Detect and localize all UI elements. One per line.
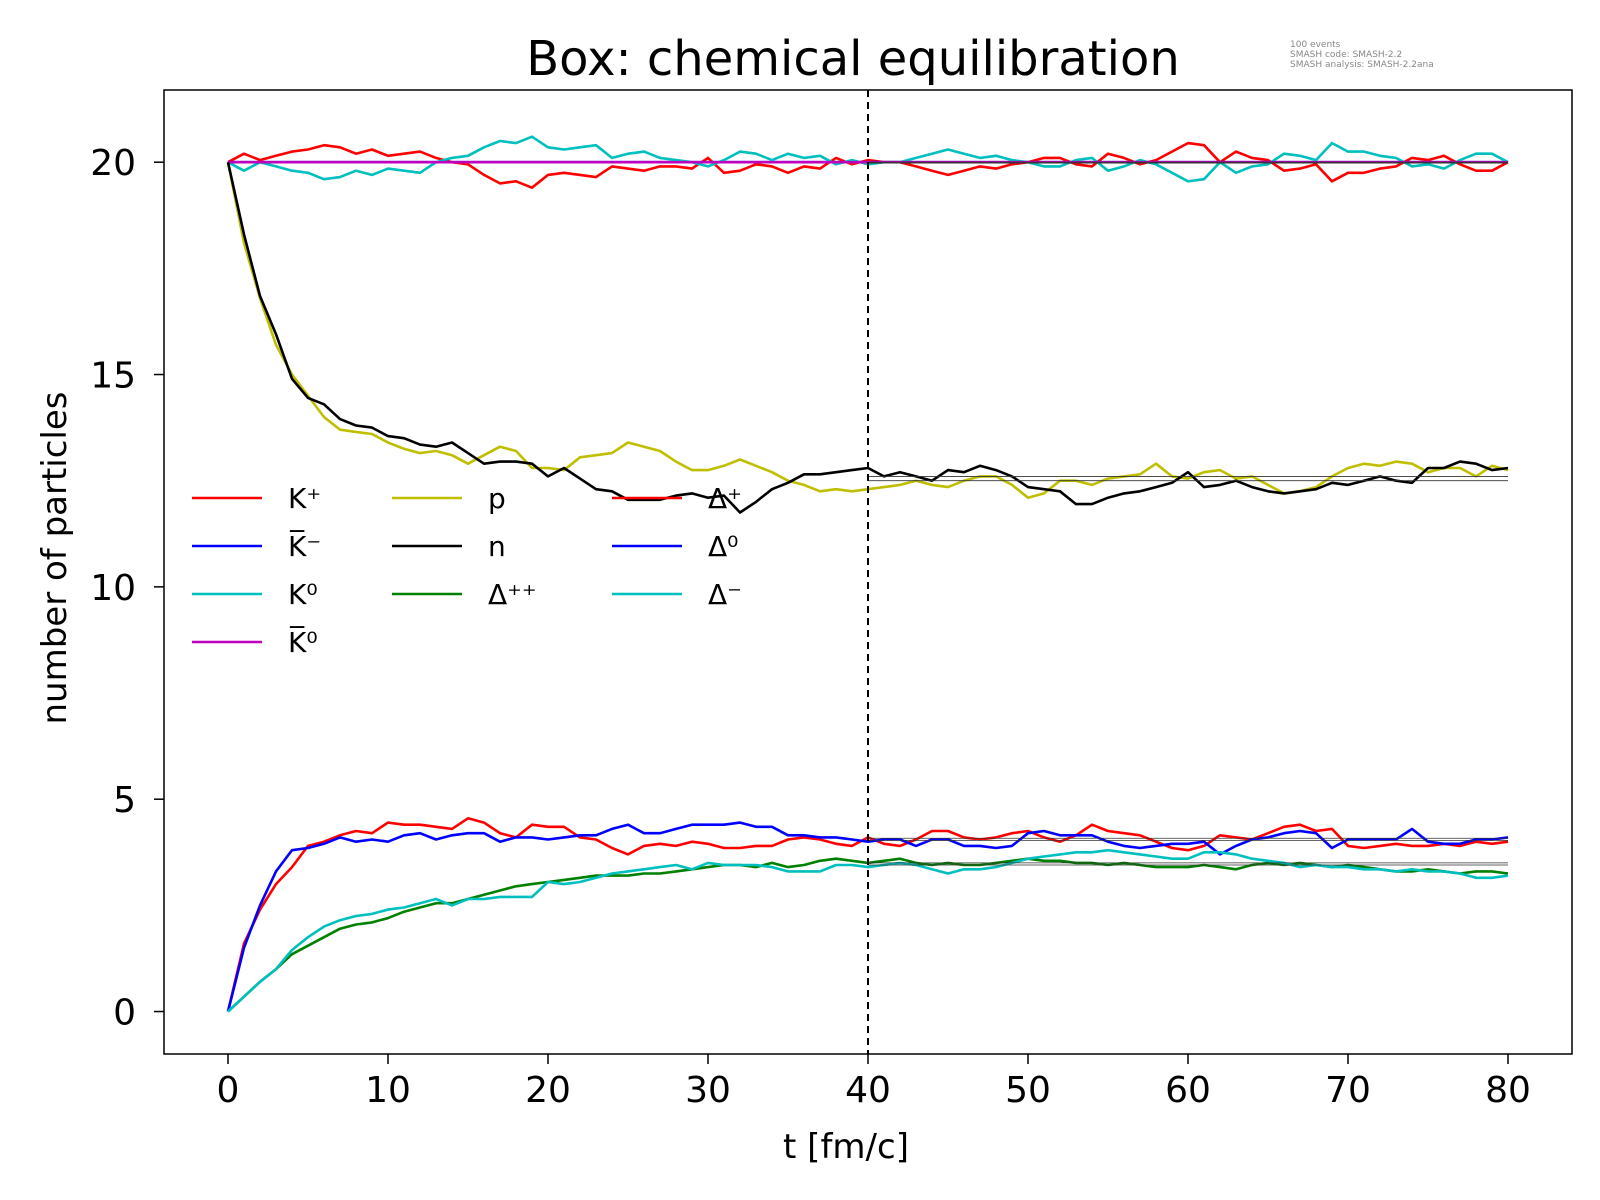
plot-area — [163, 89, 1573, 1055]
legend-label: Δ⁻ — [708, 578, 742, 611]
info-line: 100 events — [1290, 40, 1341, 50]
legend-label: K⁰ — [288, 578, 318, 611]
y-axis: 0 5 10 15 20 — [90, 143, 164, 1034]
legend-label: K⁺ — [288, 482, 321, 515]
legend-label: K̅⁻ — [288, 529, 321, 563]
legend-label: K̅⁰ — [288, 625, 318, 659]
y-tick-label: 10 — [90, 568, 136, 609]
legend-label: Δ⁺ — [708, 482, 742, 515]
legend-label: Δ⁺⁺ — [488, 578, 537, 611]
legend-label: Δ⁰ — [708, 530, 738, 563]
series-line — [227, 848, 1509, 1013]
y-tick-label: 0 — [113, 993, 136, 1034]
y-tick-label: 15 — [90, 356, 136, 397]
x-axis-label: t [fm/c] — [783, 1127, 909, 1167]
x-tick-label: 50 — [1005, 1070, 1051, 1111]
series-line — [227, 141, 1509, 189]
x-tick-label: 60 — [1165, 1070, 1211, 1111]
x-tick-label: 30 — [685, 1070, 731, 1111]
x-tick-label: 40 — [845, 1070, 891, 1111]
x-tick-label: 80 — [1485, 1070, 1531, 1111]
info-line: SMASH code: SMASH-2.2 — [1290, 50, 1402, 60]
info-line: SMASH analysis: SMASH-2.2ana — [1290, 60, 1434, 70]
legend-label: p — [488, 482, 506, 515]
x-tick-label: 20 — [525, 1070, 571, 1111]
y-tick-label: 5 — [113, 780, 136, 821]
series-line — [226, 821, 1509, 1012]
x-tick-label: 70 — [1325, 1070, 1371, 1111]
legend-label: n — [488, 530, 506, 563]
y-axis-label: number of particles — [35, 391, 75, 724]
x-tick-label: 0 — [217, 1070, 240, 1111]
chart-title: Box: chemical equilibration — [526, 31, 1179, 87]
x-tick-label: 10 — [365, 1070, 411, 1111]
x-axis: 0 10 20 30 40 50 60 70 80 — [217, 1054, 1531, 1111]
legend: K⁺ K̅⁻ K⁰ K̅⁰ pn Δ⁺⁺ Δ⁺ Δ⁰ Δ⁻ — [192, 482, 742, 659]
y-tick-label: 20 — [90, 143, 136, 184]
equilibrium-lines — [868, 161, 1508, 866]
